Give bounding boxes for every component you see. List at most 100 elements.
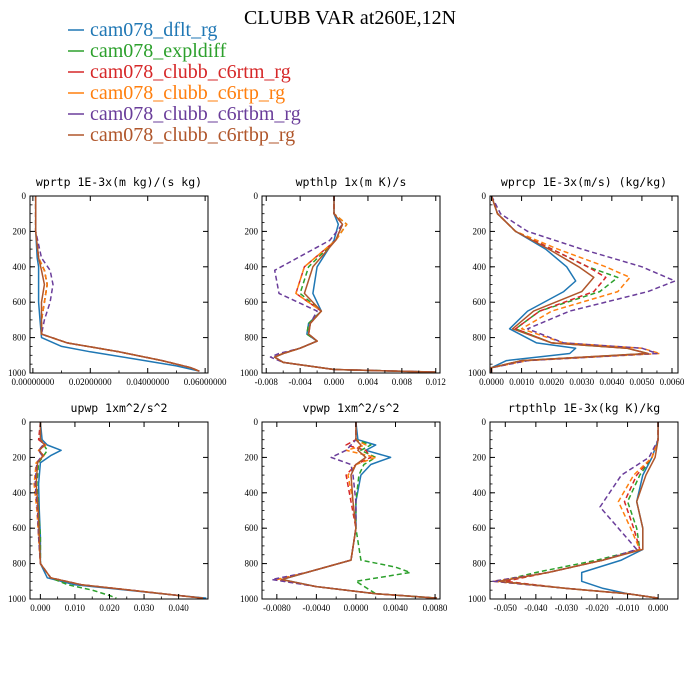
series-line: [492, 422, 659, 599]
x-tick-label: 0.06000000: [184, 377, 227, 387]
series-line: [34, 196, 200, 372]
y-tick-label: 800: [473, 559, 487, 569]
y-tick-label: 200: [245, 226, 259, 236]
y-tick-label: 1000: [8, 594, 27, 604]
series-group: [269, 196, 436, 373]
y-tick-label: 200: [13, 452, 27, 462]
series-line: [490, 196, 661, 373]
x-tick-label: 0.02000000: [69, 377, 112, 387]
x-tick-label: 0.004: [358, 377, 379, 387]
series-line: [492, 422, 659, 599]
series-line: [271, 422, 438, 599]
x-tick-label: 0.00000000: [11, 377, 54, 387]
y-tick-label: 400: [473, 488, 487, 498]
x-tick-label: -0.050: [494, 603, 518, 613]
x-tick-label: 0.0080: [423, 603, 448, 613]
panels: wprtp 1E-3x(m kg)/(s kg) 0 200 400 600 800 100…: [8, 175, 685, 613]
series-line: [34, 422, 203, 599]
y-tick-label: 0: [482, 417, 487, 427]
x-tick-label: -0.004: [289, 377, 313, 387]
x-tick-label: -0.0040: [303, 603, 331, 613]
y-tick-label: 800: [473, 333, 487, 343]
y-tick-label: 600: [473, 297, 487, 307]
x-tick-label: 0.0040: [599, 377, 624, 387]
x-tick-label: 0.0030: [569, 377, 594, 387]
legend-entry: cam078_clubb_c6rtbp_rg: [68, 124, 295, 146]
panel-title: upwp 1xm^2/s^2: [71, 401, 168, 415]
y-tick-label: 800: [245, 559, 259, 569]
plot-frame: [489, 195, 679, 374]
legend-label: cam078_dflt_rg: [90, 19, 217, 41]
x-tick-label: 0.0010: [509, 377, 534, 387]
series-line: [35, 422, 203, 599]
panel-title: wprtp 1E-3x(m kg)/(s kg): [36, 175, 202, 189]
series-line: [36, 422, 117, 599]
legend-label: cam078_clubb_c6rtp_rg: [90, 82, 285, 104]
x-tick-label: -0.0080: [263, 603, 291, 613]
panel: wprcp 1E-3x(m/s) (kg/kg) 0 200 400 600 800 100…: [468, 175, 685, 387]
series-line: [34, 196, 200, 372]
x-tick-label: 0.0020: [539, 377, 564, 387]
y-tick-label: 400: [13, 488, 27, 498]
legend-entry: cam078_clubb_c6rtbm_rg: [68, 103, 301, 125]
x-tick-label: 0.020: [99, 603, 120, 613]
y-tick-label: 600: [245, 523, 259, 533]
legend-entry: cam078_dflt_rg: [68, 19, 217, 41]
panel-title: rtpthlp 1E-3x(kg K)/kg: [508, 401, 660, 415]
legend-label: cam078_expldiff: [90, 40, 227, 62]
series-line: [276, 422, 438, 599]
y-tick-label: 0: [22, 191, 27, 201]
y-tick-label: 1000: [468, 594, 487, 604]
plot-frame: [261, 195, 441, 374]
x-tick-label: -0.030: [555, 603, 579, 613]
panel: wpthlp 1x(m K)/s 0 200 400 600 800 1000-0.008-…: [240, 175, 446, 387]
series-line: [490, 196, 577, 373]
x-tick-label: -0.008: [255, 377, 279, 387]
y-tick-label: 800: [13, 559, 27, 569]
legend-entry: cam078_clubb_c6rtp_rg: [68, 82, 285, 104]
figure-title: CLUBB VAR at260E,12N: [244, 7, 456, 29]
x-tick-label: 0.012: [426, 377, 446, 387]
y-tick-label: 400: [245, 488, 259, 498]
series-group: [34, 196, 200, 372]
series-line: [273, 196, 436, 373]
plot-frame: [29, 195, 209, 374]
y-tick-label: 400: [13, 262, 27, 272]
series-line: [34, 196, 200, 372]
series-group: [33, 422, 207, 599]
series-line: [37, 422, 207, 599]
y-tick-label: 0: [482, 191, 487, 201]
panel: wprtp 1E-3x(m kg)/(s kg) 0 200 400 600 800 100…: [8, 175, 227, 387]
y-tick-label: 200: [13, 226, 27, 236]
x-tick-label: 0.04000000: [126, 377, 169, 387]
y-tick-label: 1000: [240, 368, 259, 378]
y-tick-label: 800: [13, 333, 27, 343]
x-tick-label: 0.0060: [660, 377, 685, 387]
series-group: [271, 422, 438, 599]
x-tick-label: -0.010: [616, 603, 640, 613]
y-tick-label: 0: [254, 191, 259, 201]
y-tick-label: 600: [13, 523, 27, 533]
series-line: [273, 196, 436, 373]
series-line: [33, 422, 203, 599]
x-tick-label: 0.040: [168, 603, 189, 613]
x-tick-label: 0.0000: [344, 603, 369, 613]
x-tick-label: 0.000: [30, 603, 51, 613]
y-tick-label: 200: [473, 226, 487, 236]
series-line: [498, 422, 659, 599]
x-tick-label: 0.030: [134, 603, 155, 613]
y-tick-label: 0: [22, 417, 27, 427]
legend-label: cam078_clubb_c6rtbm_rg: [90, 103, 301, 125]
x-tick-label: 0.008: [392, 377, 413, 387]
x-tick-label: -0.020: [585, 603, 609, 613]
y-tick-label: 600: [13, 297, 27, 307]
y-tick-label: 1000: [8, 368, 27, 378]
y-tick-label: 400: [245, 262, 259, 272]
series-line: [490, 196, 676, 373]
series-line: [34, 196, 200, 372]
y-tick-label: 800: [245, 333, 259, 343]
series-line: [281, 422, 438, 599]
panel-title: vpwp 1xm^2/s^2: [303, 401, 400, 415]
